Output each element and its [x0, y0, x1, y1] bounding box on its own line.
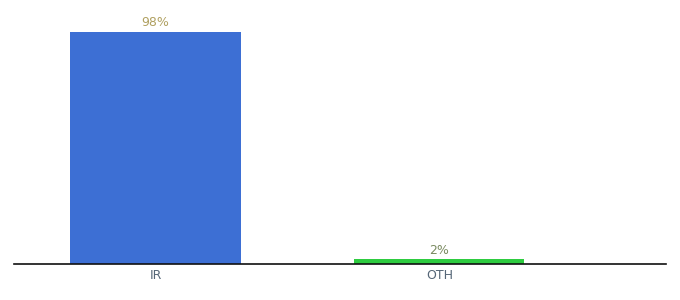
Bar	[354, 259, 524, 264]
Text: 98%: 98%	[141, 16, 169, 29]
Bar	[70, 32, 241, 264]
Text: 2%: 2%	[429, 244, 449, 257]
